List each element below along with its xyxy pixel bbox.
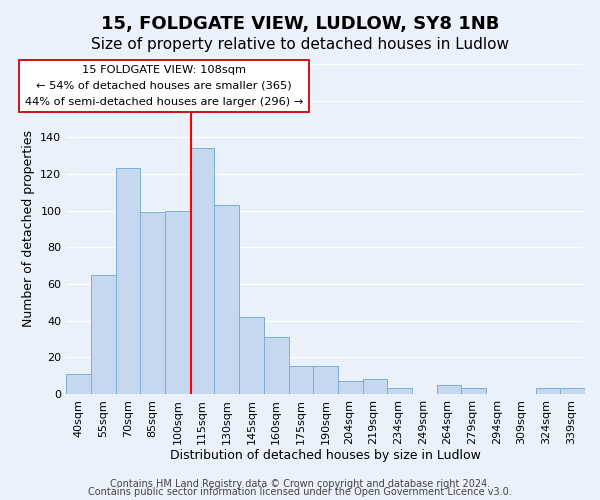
Bar bbox=[264, 337, 289, 394]
Bar bbox=[165, 210, 190, 394]
Bar bbox=[338, 381, 362, 394]
Bar bbox=[116, 168, 140, 394]
Bar bbox=[140, 212, 165, 394]
Bar bbox=[289, 366, 313, 394]
Bar bbox=[239, 317, 264, 394]
Bar bbox=[461, 388, 486, 394]
Bar bbox=[388, 388, 412, 394]
Bar bbox=[66, 374, 91, 394]
Text: 15 FOLDGATE VIEW: 108sqm
← 54% of detached houses are smaller (365)
44% of semi-: 15 FOLDGATE VIEW: 108sqm ← 54% of detach… bbox=[25, 66, 304, 106]
Text: Size of property relative to detached houses in Ludlow: Size of property relative to detached ho… bbox=[91, 38, 509, 52]
Bar bbox=[560, 388, 585, 394]
Text: 15, FOLDGATE VIEW, LUDLOW, SY8 1NB: 15, FOLDGATE VIEW, LUDLOW, SY8 1NB bbox=[101, 15, 499, 33]
Bar bbox=[214, 205, 239, 394]
Bar bbox=[362, 380, 388, 394]
Text: Contains public sector information licensed under the Open Government Licence v3: Contains public sector information licen… bbox=[88, 487, 512, 497]
Text: Contains HM Land Registry data © Crown copyright and database right 2024.: Contains HM Land Registry data © Crown c… bbox=[110, 479, 490, 489]
Bar bbox=[190, 148, 214, 394]
Y-axis label: Number of detached properties: Number of detached properties bbox=[22, 130, 35, 328]
Bar bbox=[313, 366, 338, 394]
Bar bbox=[437, 385, 461, 394]
X-axis label: Distribution of detached houses by size in Ludlow: Distribution of detached houses by size … bbox=[170, 450, 481, 462]
Bar bbox=[91, 275, 116, 394]
Bar bbox=[536, 388, 560, 394]
